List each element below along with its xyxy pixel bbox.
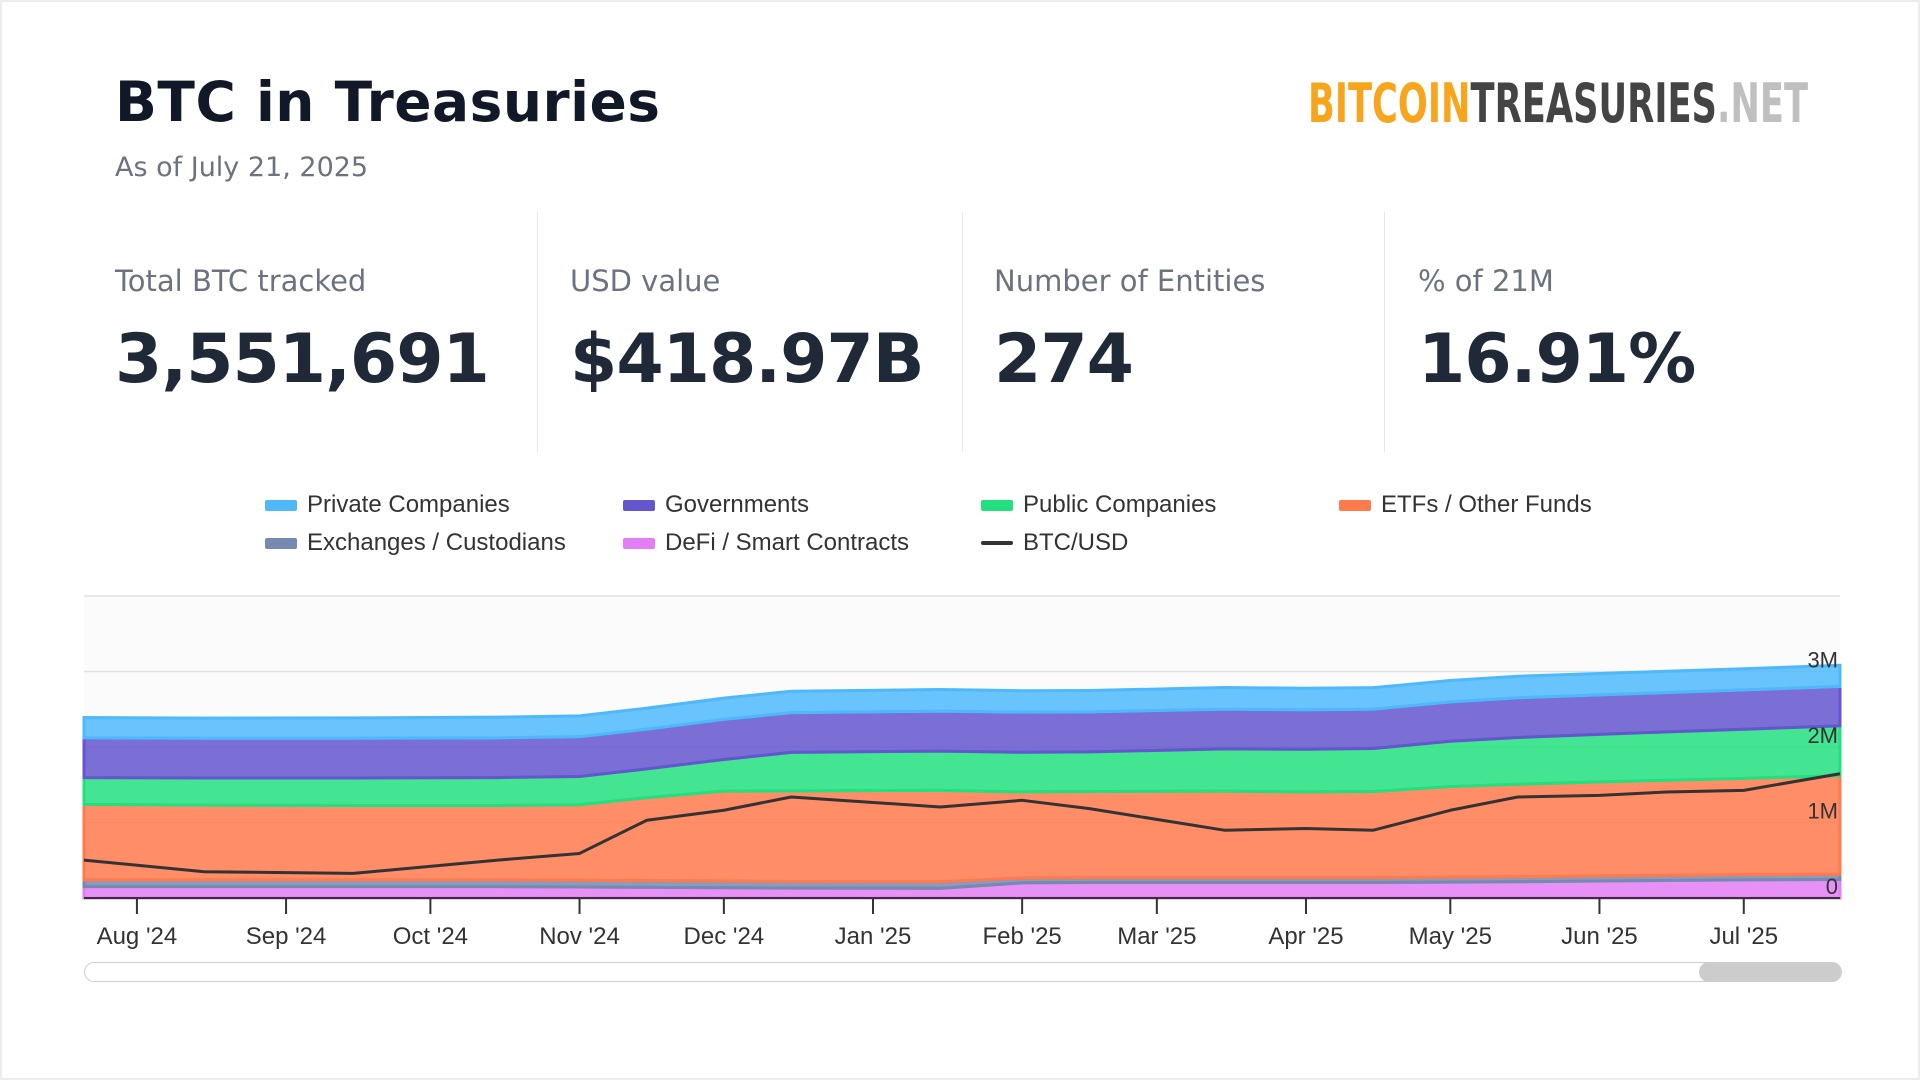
stat-label: USD value [570,264,721,298]
stat-label: % of 21M [1418,264,1554,298]
stat-divider [537,212,538,452]
x-tick-label: Dec '24 [684,923,765,950]
legend-item-public-companies[interactable]: Public Companies [981,491,1217,518]
legend-label: ETFs / Other Funds [1381,491,1592,518]
x-tick-label: Jun '25 [1561,923,1638,950]
stats-row: Total BTC tracked 3,551,691 USD value $4… [2,212,1918,452]
y-tick-label: 2M [1807,723,1838,748]
bitcointreasuries-logo: BITCOINTREASURIES.NET [1308,72,1808,135]
legend-item-etfs-other-funds[interactable]: ETFs / Other Funds [1339,491,1592,518]
scrollbar-thumb[interactable] [1699,962,1841,982]
legend-item-defi-smart-contracts[interactable]: DeFi / Smart Contracts [623,529,910,556]
stat-value: 16.91% [1418,320,1696,399]
legend-label: Exchanges / Custodians [307,529,566,556]
stat-value: $418.97B [570,320,925,399]
x-tick-label: Nov '24 [539,923,620,950]
stat-value: 274 [994,320,1134,399]
x-tick-label: Feb '25 [982,923,1061,950]
x-tick-label: Jan '25 [835,923,912,950]
x-tick-label: Mar '25 [1117,923,1196,950]
legend-swatch [623,499,655,511]
legend-label: Governments [665,491,810,518]
treasury-area-chart: 0 1M 2M 3M Aug '24 Sep '24 Oct '24 Nov '24 Dec '… [82,595,1842,950]
logo-part-treasuries: TREASURIES [1471,72,1717,135]
legend-swatch [981,541,1013,545]
logo-part-net: .NET [1717,72,1808,135]
x-tick-label: Aug '24 [97,923,178,950]
stat-value: 3,551,691 [115,320,490,399]
area-private-companies [82,663,1842,740]
y-tick-label: 0 [1826,874,1838,899]
stat-divider [962,212,963,452]
legend-item-private-companies[interactable]: Private Companies [265,491,510,518]
x-tick-label: Apr '25 [1268,923,1343,950]
x-tick-label: May '25 [1409,923,1492,950]
legend-swatch [265,537,297,549]
logo-part-bitcoin: BITCOIN [1308,72,1471,135]
line-btc-usd [83,772,1841,875]
legend-label: DeFi / Smart Contracts [665,529,910,556]
y-tick-label: 1M [1807,799,1838,824]
legend-swatch [1339,499,1371,511]
svg-text:BITCOINTREASURIES.NET: BITCOINTREASURIES.NET [1308,72,1808,135]
legend-item-btc-usd[interactable]: BTC/USD [981,529,1129,556]
x-tick-label: Jul '25 [1709,923,1778,950]
page-title: BTC in Treasuries [115,70,661,134]
stat-label: Total BTC tracked [115,264,367,298]
legend-label: Private Companies [307,491,510,518]
stat-label: Number of Entities [994,264,1266,298]
x-tick-label: Oct '24 [393,923,468,950]
legend-swatch [623,537,655,549]
legend-swatch [265,499,297,511]
legend-label: Public Companies [1023,491,1217,518]
x-tick-label: Sep '24 [246,923,327,950]
legend-item-governments[interactable]: Governments [623,491,810,518]
as-of-date: As of July 21, 2025 [115,152,369,183]
legend-label: BTC/USD [1023,529,1129,556]
legend-swatch [981,499,1013,511]
stat-divider [1384,212,1385,452]
chart-scrollbar[interactable] [84,962,1842,982]
y-tick-label: 3M [1807,648,1838,673]
legend-item-exchanges-custodians[interactable]: Exchanges / Custodians [265,529,566,556]
